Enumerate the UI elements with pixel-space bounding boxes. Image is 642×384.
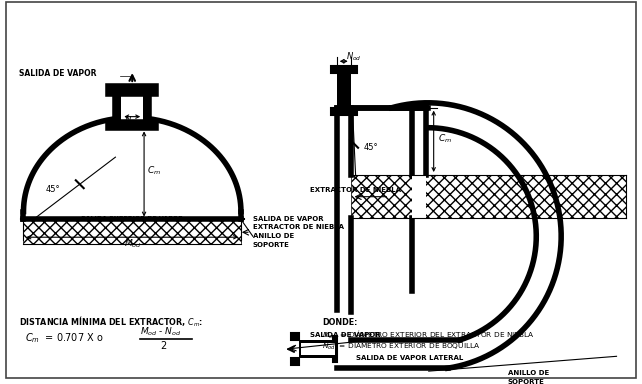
Text: ANILLO DE: ANILLO DE <box>253 233 294 239</box>
Bar <box>291 333 299 340</box>
Bar <box>301 343 335 355</box>
Text: SOPORTE: SOPORTE <box>508 379 544 384</box>
Text: SALIDA DE VAPOR: SALIDA DE VAPOR <box>253 217 324 222</box>
Text: SOPORTE: SOPORTE <box>253 242 290 248</box>
Text: $N_{od}$: $N_{od}$ <box>345 50 361 63</box>
Text: SALIDA DE VAPOR: SALIDA DE VAPOR <box>19 69 96 78</box>
Bar <box>116 94 121 122</box>
Bar <box>351 175 627 218</box>
Text: $N_{od}$  = DIÁMETRO EXTERIOR DE BOQUILLA: $N_{od}$ = DIÁMETRO EXTERIOR DE BOQUILLA <box>322 340 480 352</box>
Text: EXTRACTOR DE NIEBLA: EXTRACTOR DE NIEBLA <box>310 187 401 193</box>
Bar <box>108 86 156 94</box>
Text: $C_m$: $C_m$ <box>438 132 452 145</box>
Text: $N_{od}$: $N_{od}$ <box>125 114 140 127</box>
Bar <box>299 340 337 358</box>
Text: DONDE:: DONDE: <box>322 318 358 327</box>
Text: 45°: 45° <box>363 143 378 152</box>
Bar <box>331 108 356 115</box>
Text: $M_{od}$ - $N_{od}$: $M_{od}$ - $N_{od}$ <box>140 325 182 338</box>
Text: SALIDA DE VAPOR: SALIDA DE VAPOR <box>310 332 381 338</box>
Text: $C_m$: $C_m$ <box>147 165 161 177</box>
Bar <box>337 73 351 108</box>
Bar <box>331 66 356 73</box>
Bar <box>291 358 299 365</box>
Text: DISTANCIA MÍNIMA DEL EXTRACTOR, $C_m$:: DISTANCIA MÍNIMA DEL EXTRACTOR, $C_m$: <box>19 314 203 329</box>
Text: EXTRACTOR DE NIEBLA: EXTRACTOR DE NIEBLA <box>253 224 344 230</box>
Text: $C_m$  = 0.707 X o: $C_m$ = 0.707 X o <box>26 331 104 345</box>
Text: SALIDA DE VAPOR LATERAL: SALIDA DE VAPOR LATERAL <box>356 355 463 361</box>
Text: ANILLO DE: ANILLO DE <box>508 370 549 376</box>
Text: SALIDA SUPERIOR DE VAPOR: SALIDA SUPERIOR DE VAPOR <box>82 217 183 222</box>
Text: 2: 2 <box>160 341 166 351</box>
Bar <box>108 122 156 129</box>
Bar <box>412 175 426 218</box>
Bar <box>116 94 149 122</box>
Bar <box>333 336 337 362</box>
Text: 45°: 45° <box>45 185 60 194</box>
Bar <box>143 94 149 122</box>
Text: $M_{od}$  = DIÁMETRO EXTERIOR DEL EXTRACTOR DE NIEBLA: $M_{od}$ = DIÁMETRO EXTERIOR DEL EXTRACT… <box>322 329 535 341</box>
Text: $M_{od}$: $M_{od}$ <box>125 237 142 250</box>
Bar <box>24 219 241 244</box>
